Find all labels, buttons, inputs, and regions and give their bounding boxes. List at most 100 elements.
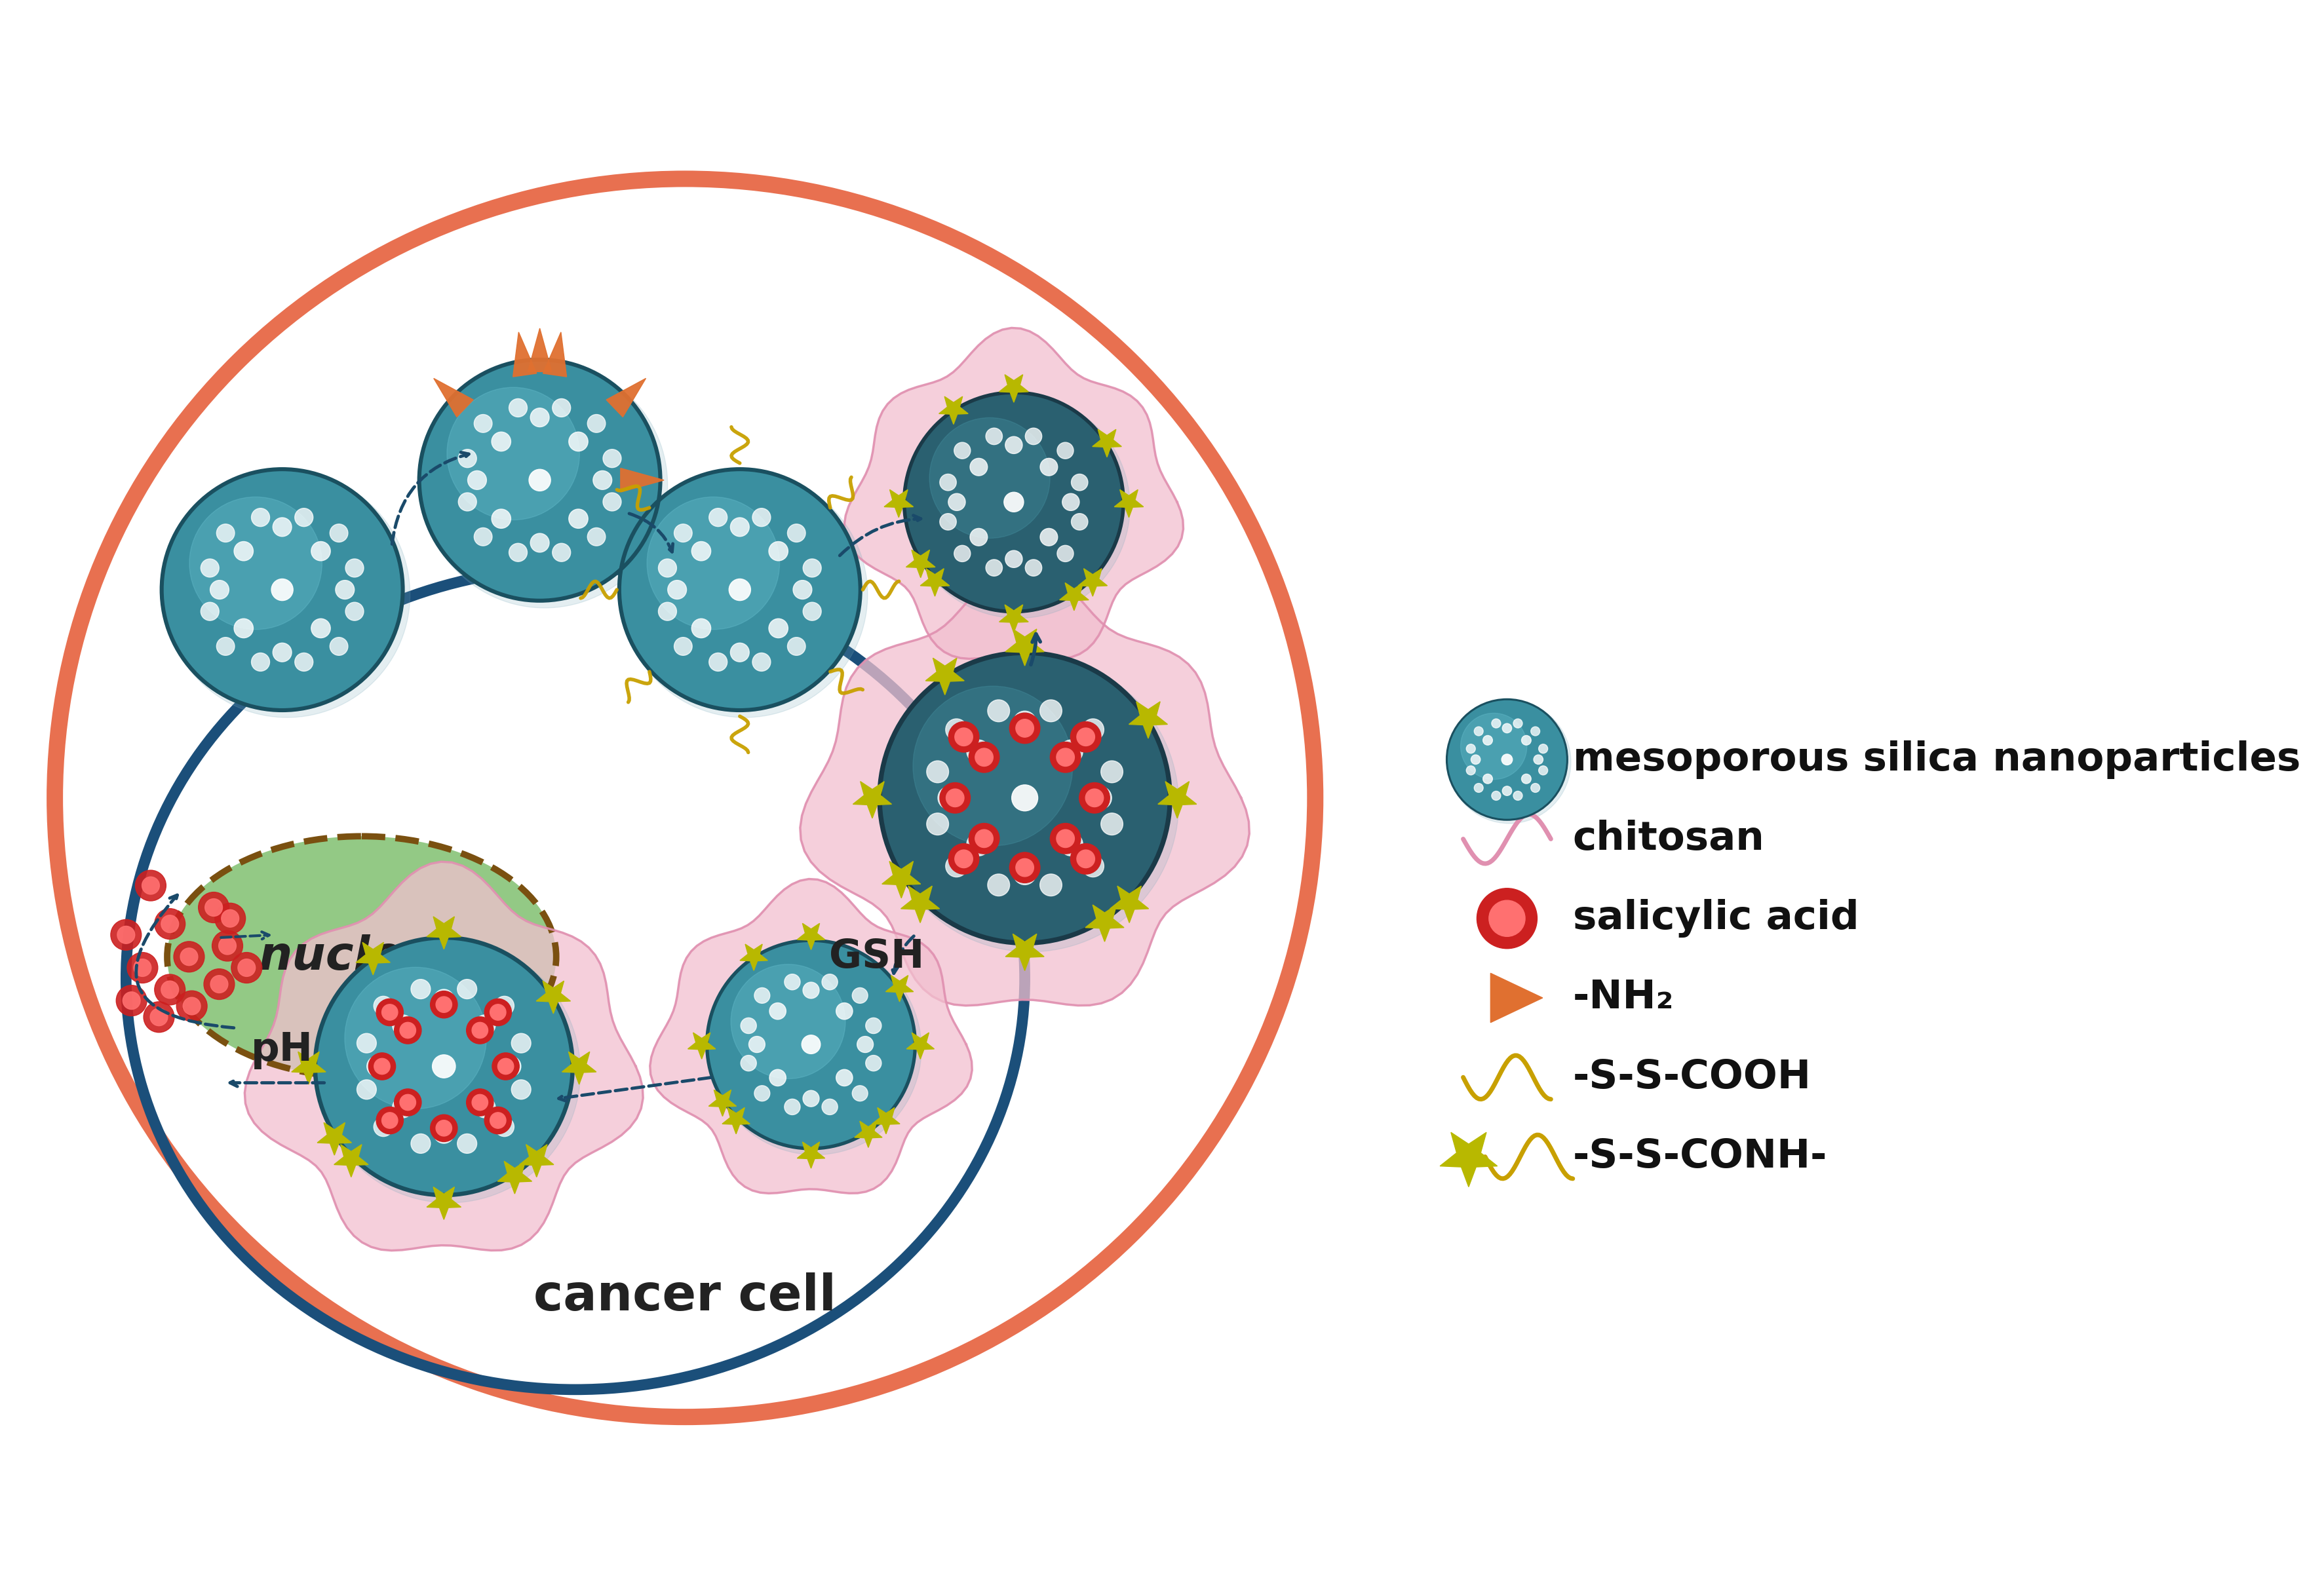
Circle shape bbox=[395, 1017, 421, 1043]
Circle shape bbox=[1492, 790, 1501, 800]
Circle shape bbox=[1538, 745, 1548, 753]
Polygon shape bbox=[528, 329, 551, 372]
Circle shape bbox=[1083, 855, 1104, 877]
Polygon shape bbox=[906, 1032, 934, 1059]
Polygon shape bbox=[939, 397, 969, 424]
Circle shape bbox=[437, 1121, 451, 1137]
Circle shape bbox=[1041, 528, 1057, 545]
Polygon shape bbox=[723, 1108, 751, 1134]
Circle shape bbox=[144, 1002, 174, 1032]
Circle shape bbox=[1513, 719, 1522, 727]
Circle shape bbox=[346, 558, 365, 577]
Circle shape bbox=[493, 1053, 518, 1080]
Circle shape bbox=[509, 398, 528, 417]
Circle shape bbox=[588, 414, 607, 433]
Circle shape bbox=[1078, 783, 1111, 813]
Circle shape bbox=[837, 1002, 853, 1020]
Text: cancer cell: cancer cell bbox=[535, 1273, 837, 1320]
Polygon shape bbox=[797, 923, 825, 950]
Circle shape bbox=[1459, 713, 1527, 779]
Circle shape bbox=[1522, 735, 1532, 745]
Circle shape bbox=[330, 523, 349, 542]
Polygon shape bbox=[844, 327, 1183, 659]
Circle shape bbox=[593, 471, 611, 490]
Circle shape bbox=[1057, 443, 1074, 458]
Circle shape bbox=[393, 1097, 414, 1118]
Polygon shape bbox=[1060, 583, 1088, 610]
Circle shape bbox=[358, 1080, 376, 1099]
Polygon shape bbox=[562, 1051, 597, 1085]
Circle shape bbox=[1090, 786, 1111, 809]
Circle shape bbox=[370, 1053, 395, 1080]
Circle shape bbox=[709, 942, 920, 1154]
Circle shape bbox=[948, 493, 964, 511]
Circle shape bbox=[1466, 765, 1476, 775]
Circle shape bbox=[209, 580, 230, 599]
Circle shape bbox=[376, 999, 404, 1026]
Circle shape bbox=[988, 700, 1009, 723]
Polygon shape bbox=[318, 1123, 351, 1156]
Circle shape bbox=[1532, 727, 1541, 735]
Circle shape bbox=[153, 909, 186, 939]
Circle shape bbox=[1473, 727, 1483, 735]
Circle shape bbox=[753, 653, 772, 672]
Circle shape bbox=[177, 991, 207, 1021]
Circle shape bbox=[374, 996, 393, 1015]
Polygon shape bbox=[1078, 569, 1106, 596]
Circle shape bbox=[1501, 786, 1511, 795]
Circle shape bbox=[602, 493, 621, 511]
Circle shape bbox=[395, 1089, 421, 1116]
Circle shape bbox=[621, 471, 867, 718]
Polygon shape bbox=[1006, 629, 1043, 666]
Circle shape bbox=[1102, 760, 1122, 783]
Circle shape bbox=[969, 528, 988, 545]
Circle shape bbox=[1060, 740, 1083, 764]
Circle shape bbox=[1006, 436, 1023, 454]
Circle shape bbox=[865, 1055, 881, 1070]
Circle shape bbox=[948, 721, 978, 753]
Circle shape bbox=[741, 1018, 758, 1034]
Circle shape bbox=[160, 980, 179, 999]
Circle shape bbox=[976, 748, 992, 767]
Circle shape bbox=[1057, 748, 1074, 767]
Circle shape bbox=[467, 471, 486, 490]
Circle shape bbox=[411, 979, 430, 999]
Circle shape bbox=[335, 580, 353, 599]
Text: -S-S-COOH: -S-S-COOH bbox=[1573, 1058, 1810, 1097]
Circle shape bbox=[730, 643, 748, 662]
Circle shape bbox=[163, 470, 402, 710]
Circle shape bbox=[400, 1094, 416, 1110]
Circle shape bbox=[198, 892, 230, 923]
Polygon shape bbox=[999, 604, 1030, 632]
Circle shape bbox=[1057, 830, 1074, 847]
Circle shape bbox=[569, 432, 588, 451]
Circle shape bbox=[769, 1069, 786, 1086]
Circle shape bbox=[251, 508, 270, 526]
Polygon shape bbox=[902, 885, 939, 923]
Circle shape bbox=[927, 760, 948, 783]
Circle shape bbox=[1532, 783, 1541, 792]
Circle shape bbox=[116, 985, 146, 1017]
Circle shape bbox=[472, 1023, 488, 1039]
Circle shape bbox=[948, 844, 978, 874]
Circle shape bbox=[1071, 514, 1088, 530]
Circle shape bbox=[493, 509, 511, 528]
Text: pH: pH bbox=[251, 1031, 314, 1069]
Circle shape bbox=[1501, 724, 1511, 734]
Circle shape bbox=[493, 432, 511, 451]
Polygon shape bbox=[428, 917, 460, 949]
Polygon shape bbox=[544, 332, 567, 376]
Circle shape bbox=[602, 449, 621, 468]
Circle shape bbox=[588, 528, 607, 545]
Circle shape bbox=[211, 975, 228, 993]
Circle shape bbox=[939, 474, 957, 490]
Circle shape bbox=[135, 870, 165, 901]
Circle shape bbox=[706, 941, 916, 1148]
Circle shape bbox=[883, 656, 1178, 952]
Circle shape bbox=[802, 1091, 818, 1107]
Circle shape bbox=[184, 998, 200, 1015]
Polygon shape bbox=[906, 550, 934, 577]
Circle shape bbox=[1085, 789, 1104, 806]
Text: -NH₂: -NH₂ bbox=[1573, 979, 1673, 1017]
Circle shape bbox=[251, 653, 270, 672]
